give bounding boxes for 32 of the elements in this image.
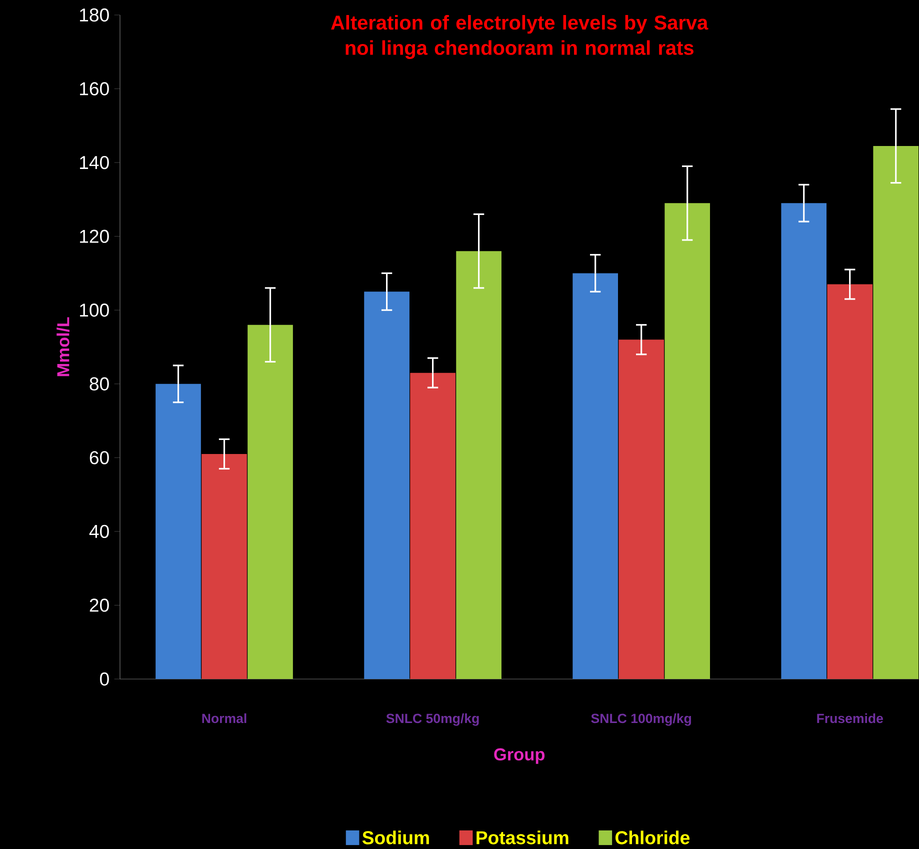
y-tick-label: 160 bbox=[80, 82, 109, 96]
bar bbox=[781, 203, 827, 679]
x-tick-label: SNLC 100mg/kg bbox=[591, 713, 691, 726]
legend-label: Potassium bbox=[476, 830, 568, 844]
bar bbox=[156, 384, 201, 679]
bar bbox=[410, 372, 456, 679]
y-tick-label: 100 bbox=[80, 304, 109, 317]
legend-label: Chloride bbox=[615, 830, 690, 844]
y-tick-label: 40 bbox=[89, 524, 109, 538]
y-tick-label: 180 bbox=[80, 8, 109, 22]
x-tick-label: Normal bbox=[202, 713, 246, 724]
x-tick-label: SNLC 50mg/kg bbox=[386, 713, 479, 726]
bar bbox=[202, 454, 247, 679]
x-tick-label: Frusemide bbox=[817, 713, 883, 724]
y-axis-title: Mmol/L bbox=[56, 317, 70, 376]
bar bbox=[364, 292, 410, 679]
y-tick-label: 140 bbox=[80, 156, 109, 170]
x-axis-title: Group bbox=[494, 748, 545, 764]
y-tick-label: 20 bbox=[90, 598, 109, 612]
bar bbox=[664, 203, 710, 679]
legend-label: Sodium bbox=[362, 830, 429, 844]
text: Alteration of electrolyte levels by Sarva noi linga chendooram in normal rats bbox=[331, 15, 708, 59]
y-tick-label: 120 bbox=[80, 230, 109, 243]
y-tick-label: 0 bbox=[100, 672, 109, 686]
bar bbox=[456, 251, 502, 679]
y-tick-label: 80 bbox=[90, 377, 109, 390]
bar bbox=[873, 146, 919, 679]
bar bbox=[618, 340, 664, 679]
y-tick-label: 60 bbox=[90, 451, 109, 464]
bar bbox=[572, 273, 618, 679]
bar bbox=[248, 324, 293, 679]
bar bbox=[827, 284, 873, 679]
